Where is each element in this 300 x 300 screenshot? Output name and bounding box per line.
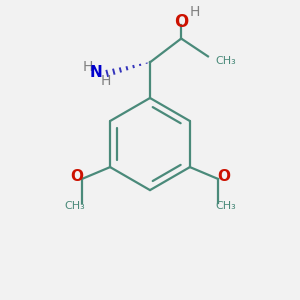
Text: O: O xyxy=(174,13,188,31)
Text: CH₃: CH₃ xyxy=(215,56,236,66)
Text: H: H xyxy=(100,74,111,88)
Text: O: O xyxy=(217,169,230,184)
Text: CH₃: CH₃ xyxy=(64,201,85,211)
Text: H: H xyxy=(189,5,200,19)
Text: N: N xyxy=(90,65,103,80)
Text: H: H xyxy=(82,60,93,74)
Text: CH₃: CH₃ xyxy=(215,201,236,211)
Text: O: O xyxy=(70,169,83,184)
